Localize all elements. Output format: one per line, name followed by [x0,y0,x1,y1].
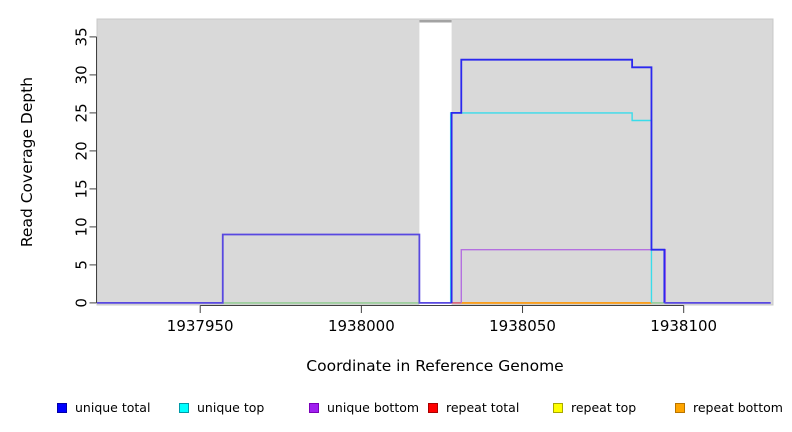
legend-item-unique-top: unique top [179,401,264,415]
legend-item-unique-total: unique total [57,401,150,415]
x-tick-label: 1937950 [167,317,234,335]
y-axis-title: Read Coverage Depth [18,76,36,248]
legend-label: repeat total [446,400,520,415]
unique-total-line-left [97,233,452,304]
x-tick-label: 1938000 [328,317,395,335]
legend-swatch-icon [428,403,438,413]
legend-swatch-icon [553,403,563,413]
y-tick-label: 25 [73,103,91,122]
legend-label: repeat bottom [693,400,783,415]
x-tick-label: 1938050 [489,317,556,335]
unique-bottom-line [460,248,667,303]
legend-item-repeat-bottom: repeat bottom [675,401,783,415]
y-tick-label: 5 [73,260,91,270]
y-tick-label: 35 [73,27,91,46]
legend-swatch-icon [309,403,319,413]
legend-swatch-icon [179,403,189,413]
gap-band-cap [419,19,452,23]
legend-item-repeat-total: repeat total [428,401,519,415]
legend-item-repeat-top: repeat top [553,401,636,415]
legend: unique total unique top unique bottom repea… [0,401,792,423]
x-axis-title: Coordinate in Reference Genome [306,357,564,375]
unique-total-line-right [450,58,666,303]
legend-label: unique total [75,400,151,415]
y-tick-label: 10 [73,217,91,236]
coverage-gap-band [419,19,452,305]
legend-label: unique top [197,400,265,415]
legend-item-unique-bottom: unique bottom [309,401,419,415]
legend-label: unique bottom [327,400,420,415]
legend-label: repeat top [571,400,637,415]
y-tick-label: 30 [73,65,91,84]
y-tick-label: 0 [73,298,91,308]
legend-swatch-icon [675,403,685,413]
legend-swatch-icon [57,403,67,413]
y-tick-label: 20 [73,141,91,160]
y-tick-label: 15 [73,179,91,198]
x-tick-label: 1938100 [650,317,717,335]
